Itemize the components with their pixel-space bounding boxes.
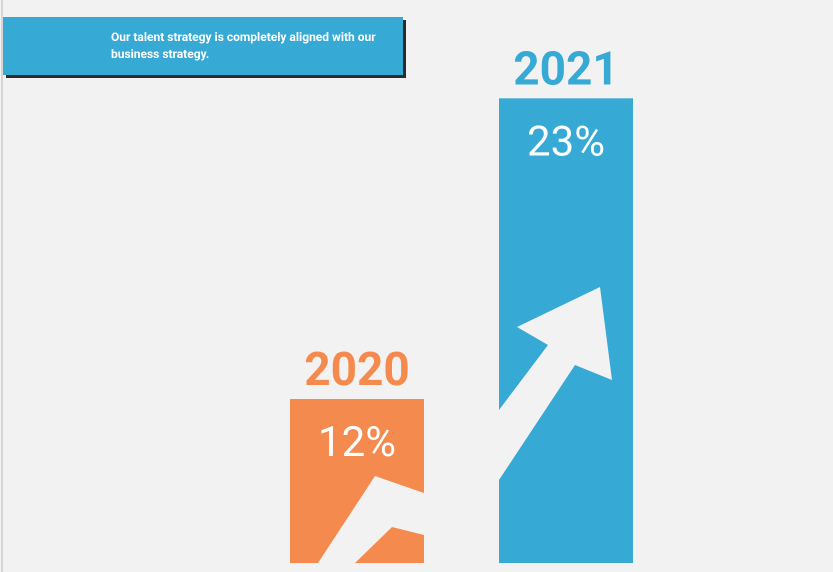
value-label: 12%	[318, 418, 396, 467]
chart-title: Our talent strategy is completely aligne…	[111, 30, 376, 61]
title-box: Our talent strategy is completely aligne…	[3, 17, 403, 75]
value-label: 23%	[527, 117, 605, 166]
category-label: 2021	[513, 42, 619, 96]
category-label: 2020	[304, 343, 410, 397]
labels: 2020 12% 2021 23%	[304, 42, 619, 467]
growth-arrow	[318, 287, 612, 563]
